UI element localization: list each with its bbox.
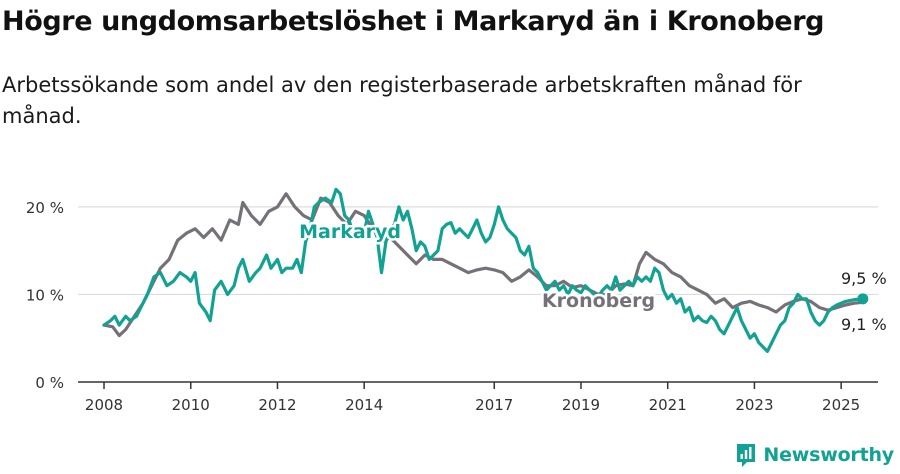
gridlines <box>78 206 878 296</box>
chart-subtitle: Arbetssökande som andel av den registerb… <box>2 73 802 128</box>
brand-name: Newsworthy <box>763 444 894 466</box>
x-tick-label: 2019 <box>562 396 600 414</box>
x-tick-label: 2023 <box>735 396 773 414</box>
x-tick-label: 2008 <box>85 396 123 414</box>
end-marker-markaryd <box>857 293 869 305</box>
y-tick-label: 20 % <box>26 199 64 217</box>
series-label-kronoberg: Kronoberg <box>542 290 655 312</box>
x-axis: 2008 2010 2012 2014 2017 2019 2021 2023 2025 <box>78 381 878 414</box>
series-label-markaryd-halo: Markaryd <box>299 221 401 243</box>
chart-title: Högre ungdomsarbetslöshet i Markaryd än … <box>2 6 825 37</box>
x-tick-label: 2014 <box>345 396 383 414</box>
series-line-kronoberg <box>102 192 865 338</box>
newsworthy-logo[interactable]: Newsworthy <box>735 442 894 468</box>
series-line-markaryd <box>102 187 865 353</box>
end-label-kronoberg: 9,1 % <box>841 315 887 334</box>
y-tick-label: 0 % <box>35 374 64 392</box>
x-tick-label: 2017 <box>475 396 513 414</box>
series-label-markaryd: Markaryd <box>299 221 401 243</box>
x-tick-label: 2010 <box>172 396 210 414</box>
series-label-kronoberg-halo: Kronoberg <box>542 290 655 312</box>
series-lines <box>102 187 869 353</box>
x-tick-label: 2025 <box>822 396 860 414</box>
newsworthy-icon <box>737 444 756 467</box>
end-label-markaryd: 9,5 % <box>841 269 887 288</box>
y-tick-label: 10 % <box>26 286 64 304</box>
y-axis-labels: 0 % 10 % 20 % <box>26 199 64 392</box>
x-tick-label: 2012 <box>258 396 296 414</box>
x-tick-label: 2021 <box>649 396 687 414</box>
